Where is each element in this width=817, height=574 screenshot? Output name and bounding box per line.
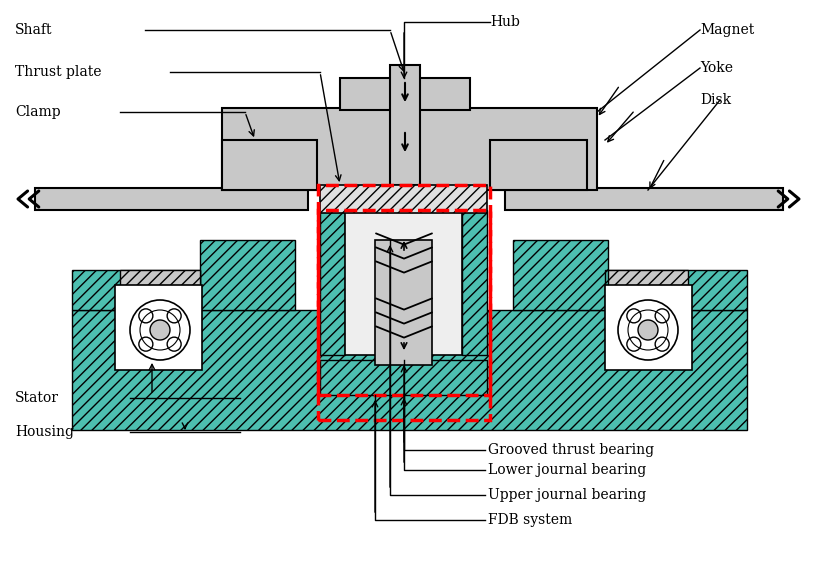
Text: Magnet: Magnet: [700, 23, 754, 37]
Bar: [320, 360, 487, 395]
Bar: [222, 108, 597, 190]
Text: Lower journal bearing: Lower journal bearing: [488, 463, 646, 477]
Bar: [120, 270, 200, 360]
Bar: [340, 78, 470, 110]
Circle shape: [655, 337, 669, 351]
Bar: [490, 140, 587, 190]
Bar: [72, 270, 200, 310]
Text: Housing: Housing: [15, 425, 74, 439]
Bar: [222, 140, 317, 190]
Bar: [115, 285, 202, 370]
Text: Upper journal bearing: Upper journal bearing: [488, 488, 646, 502]
Text: Disk: Disk: [700, 93, 731, 107]
Circle shape: [167, 309, 181, 323]
Bar: [320, 185, 487, 213]
Bar: [462, 210, 487, 355]
Bar: [605, 285, 692, 370]
Text: Hub: Hub: [490, 15, 520, 29]
Circle shape: [139, 309, 153, 323]
Bar: [608, 270, 688, 360]
Circle shape: [139, 337, 153, 351]
Circle shape: [638, 320, 658, 340]
Circle shape: [130, 300, 190, 360]
Bar: [318, 210, 490, 420]
Text: Thrust plate: Thrust plate: [15, 65, 101, 79]
Circle shape: [655, 309, 669, 323]
Circle shape: [618, 300, 678, 360]
Circle shape: [150, 320, 170, 340]
Bar: [375, 240, 432, 365]
Circle shape: [627, 309, 641, 323]
Text: Shaft: Shaft: [15, 23, 52, 37]
Bar: [72, 310, 747, 430]
Text: Clamp: Clamp: [15, 105, 60, 119]
Bar: [345, 210, 462, 355]
Bar: [35, 188, 308, 210]
Bar: [390, 65, 420, 185]
Bar: [513, 240, 608, 310]
Circle shape: [167, 337, 181, 351]
Circle shape: [627, 337, 641, 351]
Bar: [320, 210, 345, 355]
Text: Grooved thrust bearing: Grooved thrust bearing: [488, 443, 654, 457]
Text: Stator: Stator: [15, 391, 59, 405]
Text: FDB system: FDB system: [488, 513, 572, 527]
Bar: [200, 240, 295, 310]
Text: Yoke: Yoke: [700, 61, 733, 75]
Bar: [318, 185, 490, 395]
Bar: [505, 188, 783, 210]
Bar: [605, 270, 747, 310]
